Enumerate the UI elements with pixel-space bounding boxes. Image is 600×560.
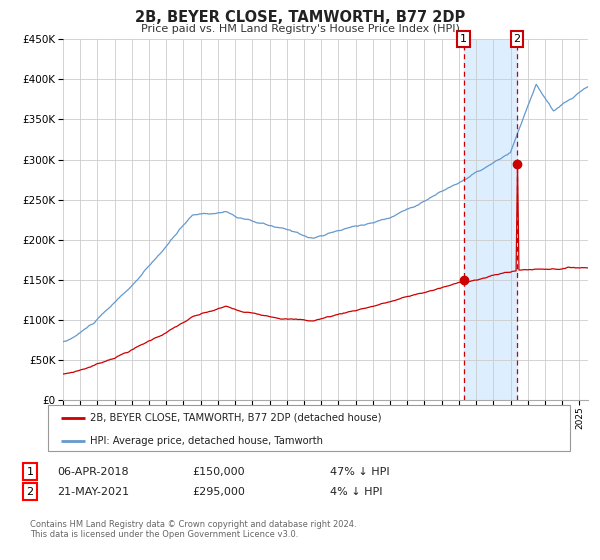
Text: 2B, BEYER CLOSE, TAMWORTH, B77 2DP: 2B, BEYER CLOSE, TAMWORTH, B77 2DP <box>135 10 465 25</box>
Text: Contains HM Land Registry data © Crown copyright and database right 2024.
This d: Contains HM Land Registry data © Crown c… <box>30 520 356 539</box>
Text: 21-MAY-2021: 21-MAY-2021 <box>57 487 129 497</box>
Text: 47% ↓ HPI: 47% ↓ HPI <box>330 466 389 477</box>
Text: 4% ↓ HPI: 4% ↓ HPI <box>330 487 383 497</box>
Text: Price paid vs. HM Land Registry's House Price Index (HPI): Price paid vs. HM Land Registry's House … <box>140 24 460 34</box>
Text: HPI: Average price, detached house, Tamworth: HPI: Average price, detached house, Tamw… <box>90 436 323 446</box>
Text: 1: 1 <box>26 466 34 477</box>
Text: 2: 2 <box>26 487 34 497</box>
Text: 2B, BEYER CLOSE, TAMWORTH, B77 2DP (detached house): 2B, BEYER CLOSE, TAMWORTH, B77 2DP (deta… <box>90 413 381 423</box>
Text: £295,000: £295,000 <box>192 487 245 497</box>
Text: £150,000: £150,000 <box>192 466 245 477</box>
Text: 06-APR-2018: 06-APR-2018 <box>57 466 128 477</box>
Bar <box>464 39 517 400</box>
Text: 1: 1 <box>460 34 467 44</box>
Text: 2: 2 <box>514 34 521 44</box>
